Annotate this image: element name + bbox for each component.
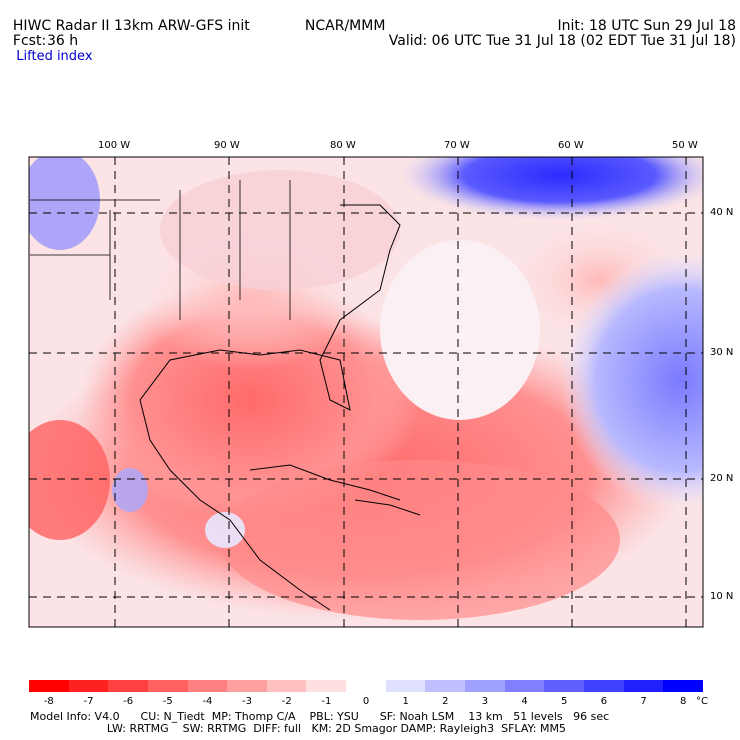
coastline (139, 204, 401, 611)
forecast-label: Fcst: (12, 33, 47, 49)
colorbar-swatch (108, 680, 148, 692)
lat-label: 30 N (710, 347, 734, 358)
colorbar-tick-label: 0 (362, 696, 370, 707)
colorbar-tick-label: 4 (521, 696, 528, 707)
colorbar-tick-label: -8 (43, 696, 54, 707)
init-time: Init: 18 UTC Sun 29 Jul 18 (557, 18, 736, 34)
lat-label: 10 N (710, 591, 734, 602)
colorbar-tick-label: -1 (321, 696, 332, 707)
map-frame (28, 156, 704, 628)
lon-label: 90 W (214, 140, 240, 151)
lat-label: 40 N (710, 207, 734, 218)
lat-label: 20 N (710, 473, 734, 484)
colorbar-swatch (68, 680, 109, 692)
colorbar (29, 680, 703, 692)
colorbar-tick-label: 7 (640, 696, 647, 707)
org-label: NCAR/MMM (304, 18, 386, 34)
colorbar-swatch (544, 680, 584, 692)
colorbar-swatch (504, 680, 545, 692)
model-info-line1: Model Info: V4.0 CU: N_Tiedt MP: Thomp C… (30, 710, 610, 723)
colorbar-tick-label: -6 (123, 696, 134, 707)
stable-region (400, 157, 703, 220)
field-name: Lifted index (16, 49, 93, 64)
colorbar-swatch (346, 680, 386, 692)
colorbar-swatch (147, 680, 188, 692)
colorbar-swatch (663, 680, 703, 692)
colorbar-swatch (227, 680, 267, 692)
lon-label: 50 W (672, 140, 698, 151)
valid-time: Valid: 06 UTC Tue 31 Jul 18 (02 EDT Tue … (388, 33, 736, 49)
colorbar-swatch (29, 680, 69, 692)
colorbar-swatch (266, 680, 307, 692)
colorbar-swatch (306, 680, 347, 692)
colorbar-swatch (623, 680, 664, 692)
map-title: HIWC Radar II 13km ARW-GFS init (4, 2, 250, 34)
colorbar-swatch (465, 680, 505, 692)
colorbar-tick-label: -2 (281, 696, 292, 707)
model-title: HIWC Radar II 13km ARW-GFS init (12, 18, 250, 34)
colorbar-tick-label: -5 (162, 696, 173, 707)
lon-label: 70 W (444, 140, 470, 151)
forecast-hour: Fcst:36 h (4, 17, 78, 49)
lon-label: 100 W (98, 140, 131, 151)
colorbar-unit: °C (696, 696, 708, 707)
colorbar-swatch (425, 680, 466, 692)
colorbar-tick-label: 2 (442, 696, 449, 707)
colorbar-tick-label: 6 (600, 696, 608, 707)
colorbar-swatch (385, 680, 426, 692)
lon-label: 60 W (558, 140, 584, 151)
colorbar-tick-label: -4 (202, 696, 213, 707)
model-info-line2: LW: RRTMG SW: RRTMG DIFF: full KM: 2D Sm… (30, 722, 566, 735)
graticule (29, 157, 703, 627)
colorbar-tick-label: 5 (561, 696, 568, 707)
colorbar-swatch (187, 680, 228, 692)
colorbar-tick-label: -3 (242, 696, 253, 707)
colorbar-swatch (583, 680, 624, 692)
lon-label: 80 W (330, 140, 356, 151)
forecast-value: 36 h (47, 33, 79, 49)
colorbar-tick-label: -7 (83, 696, 94, 707)
colorbar-tick-label: 8 (679, 696, 687, 707)
colorbar-tick-label: 3 (481, 696, 489, 707)
colorbar-tick-label: 1 (402, 696, 409, 707)
